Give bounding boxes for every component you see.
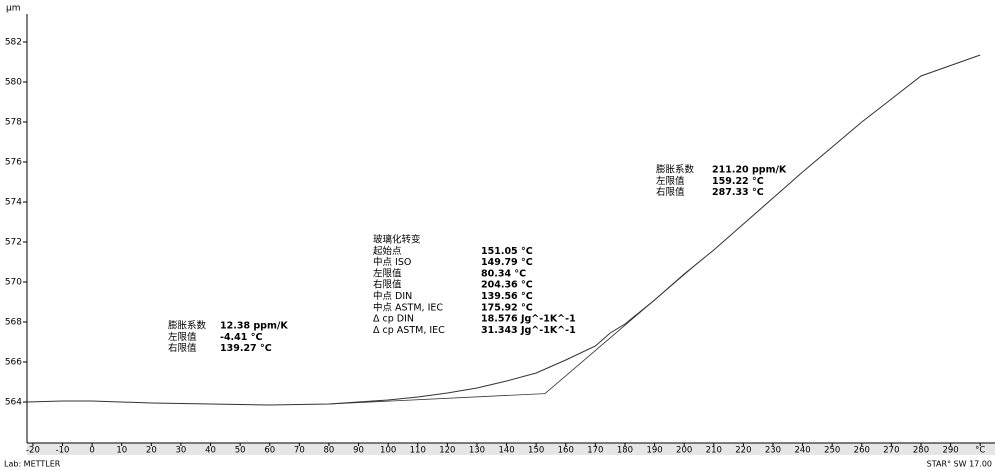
x-tick-label: 20 [146, 446, 157, 456]
tangent-line [328, 393, 546, 405]
annotation-value: 18.576 Jg^-1K^-1 [481, 314, 576, 325]
footer-left: Lab: METTLER [4, 460, 61, 469]
annotation-value: -4.41 °C [220, 332, 262, 343]
x-tick-label: 200 [676, 446, 692, 456]
y-unit: µm [6, 4, 21, 14]
annotation-title: 玻璃化转变 [373, 234, 421, 246]
x-tick-label: 290 [942, 446, 958, 456]
x-tick-label: 250 [824, 446, 840, 456]
x-tick-label: °C [975, 446, 985, 456]
x-tick-label: 10 [116, 446, 127, 456]
annotation-label: 右限值 [373, 279, 402, 291]
annotation-label: 中点 ASTM, IEC [373, 301, 443, 313]
x-tick-label: 30 [176, 446, 187, 456]
annotation-label: 左限值 [373, 267, 402, 279]
x-tick-label: -20 [26, 446, 40, 456]
annotation-label: 右限值 [168, 342, 197, 354]
y-tick-label: 572 [5, 238, 22, 248]
x-tick-label: 190 [646, 446, 662, 456]
annotation-label: 左限值 [656, 175, 685, 187]
annotation-label: 膨胀系数 [656, 164, 695, 176]
x-tick-label: 50 [235, 446, 246, 456]
annotation-label: 中点 DIN [373, 290, 412, 302]
x-tick-label: 260 [854, 446, 870, 456]
y-tick-label: 574 [5, 198, 22, 208]
annotation-value: 204.36 °C [481, 280, 533, 291]
annotation-value: 287.33 °C [712, 187, 764, 198]
x-tick-label: 280 [913, 446, 929, 456]
annotation-value: 139.27 °C [220, 343, 272, 354]
x-tick-label: 170 [587, 446, 603, 456]
x-tick-label: 40 [205, 446, 216, 456]
annotation-label: 右限值 [656, 186, 685, 198]
curve [26, 54, 981, 406]
y-tick-label: 564 [5, 398, 22, 408]
y-tick-label: 570 [5, 278, 22, 288]
x-tick-label: 0 [89, 446, 94, 456]
x-tick-label: 220 [735, 446, 751, 456]
x-tick-label: -10 [56, 446, 70, 456]
annotation-value: 175.92 °C [481, 302, 533, 313]
x-tick-label: 120 [439, 446, 455, 456]
x-tick-label: 90 [353, 446, 364, 456]
x-tick-label: 140 [498, 446, 514, 456]
y-tick-label: 582 [5, 38, 22, 48]
footer-right: STAR° SW 17.00 [927, 460, 992, 469]
x-tick-label: 80 [324, 446, 335, 456]
annotation-label: Δ cp DIN [373, 314, 414, 325]
y-tick-label: 576 [5, 158, 22, 168]
x-tick-label: 160 [558, 446, 574, 456]
annotation-label: Δ cp ASTM, IEC [373, 325, 445, 336]
annotation-value: 149.79 °C [481, 257, 533, 268]
tangent-line [544, 261, 700, 394]
y-tick-label: 580 [5, 78, 22, 88]
x-tick-label: 130 [469, 446, 485, 456]
annotation-value: 151.05 °C [481, 246, 533, 257]
y-tick-label: 568 [5, 318, 22, 328]
x-tick-label: 150 [528, 446, 544, 456]
x-tick-label: 70 [294, 446, 305, 456]
x-tick-label: 240 [794, 446, 810, 456]
annotation-value: 12.38 ppm/K [220, 321, 288, 332]
annotation-label: 中点 ISO [373, 256, 411, 268]
annotation-value: 80.34 °C [481, 268, 526, 279]
annotation-label: 起始点 [373, 245, 402, 257]
x-tick-label: 210 [706, 446, 722, 456]
x-tick-label: 230 [765, 446, 781, 456]
y-tick-label: 566 [5, 358, 22, 368]
y-tick-label: 578 [5, 118, 22, 128]
annotation-value: 211.20 ppm/K [712, 165, 787, 176]
x-tick-label: 180 [617, 446, 633, 456]
annotation-value: 139.56 °C [481, 291, 533, 302]
x-tick-label: 100 [380, 446, 396, 456]
annotation-value: 31.343 Jg^-1K^-1 [481, 325, 576, 336]
x-tick-label: 110 [410, 446, 426, 456]
x-tick-label: 60 [264, 446, 275, 456]
annotation-label: 左限值 [168, 331, 197, 343]
x-tick-label: 270 [883, 446, 899, 456]
x-axis-band [27, 443, 995, 455]
annotation-label: 膨胀系数 [168, 320, 207, 332]
annotation-value: 159.22 °C [712, 176, 764, 187]
